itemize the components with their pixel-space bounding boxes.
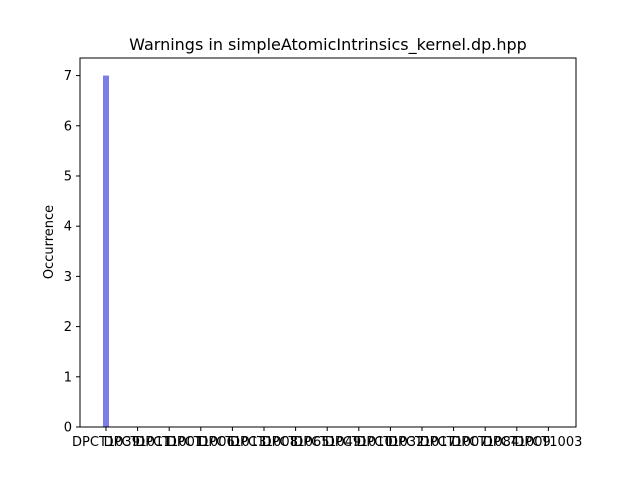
- x-tick-label-dpct1011: DPCT1011: [104, 435, 172, 450]
- y-tick-label: 0: [64, 421, 72, 436]
- y-tick-label: 1: [64, 370, 72, 385]
- x-tick-label-dpct1065: DPCT1065: [262, 435, 330, 450]
- x-tick-label-dpct1049: DPCT1049: [293, 435, 361, 450]
- y-tick-label: 6: [64, 119, 72, 134]
- x-tick-label-dpct1003: DPCT1003: [514, 435, 582, 450]
- y-tick-label: 3: [64, 270, 72, 285]
- x-tick-label-dpct1007: DPCT1007: [420, 435, 488, 450]
- x-tick-label-dpct1008: DPCT1008: [230, 435, 298, 450]
- x-tick-label-dpct1084: DPCT1084: [451, 435, 519, 450]
- x-tick-label-dpct1013: DPCT1013: [198, 435, 266, 450]
- x-tick-label-dpct1017: DPCT1017: [388, 435, 456, 450]
- bars-group: [103, 75, 109, 428]
- y-axis-label: Occurrence: [42, 205, 57, 279]
- y-ticks-group: 0 1 2 3 4 5 6 7: [64, 69, 80, 436]
- x-tick-label-dpct1039: DPCT1039: [72, 435, 140, 450]
- x-tick-label-dpct1010: DPCT1010: [325, 435, 393, 450]
- plot-frame: [79, 57, 577, 428]
- y-tick-label: 2: [64, 320, 72, 335]
- chart-title: Warnings in simpleAtomicIntrinsics_kerne…: [129, 35, 527, 55]
- y-tick-label: 5: [64, 169, 72, 184]
- x-ticks-group: DPCT1039DPCT1011DPCT1001DPCT1006DPCT1013…: [72, 427, 582, 450]
- y-tick-label: 7: [64, 69, 72, 84]
- x-tick-label-dpct1006: DPCT1006: [167, 435, 235, 450]
- x-tick-label-dpct1001: DPCT1001: [135, 435, 203, 450]
- x-tick-label-dpct1009: DPCT1009: [483, 435, 551, 450]
- y-tick-label: 4: [64, 220, 72, 235]
- x-tick-label-dpct1032: DPCT1032: [356, 435, 424, 450]
- bar-dpct1039: [103, 75, 109, 428]
